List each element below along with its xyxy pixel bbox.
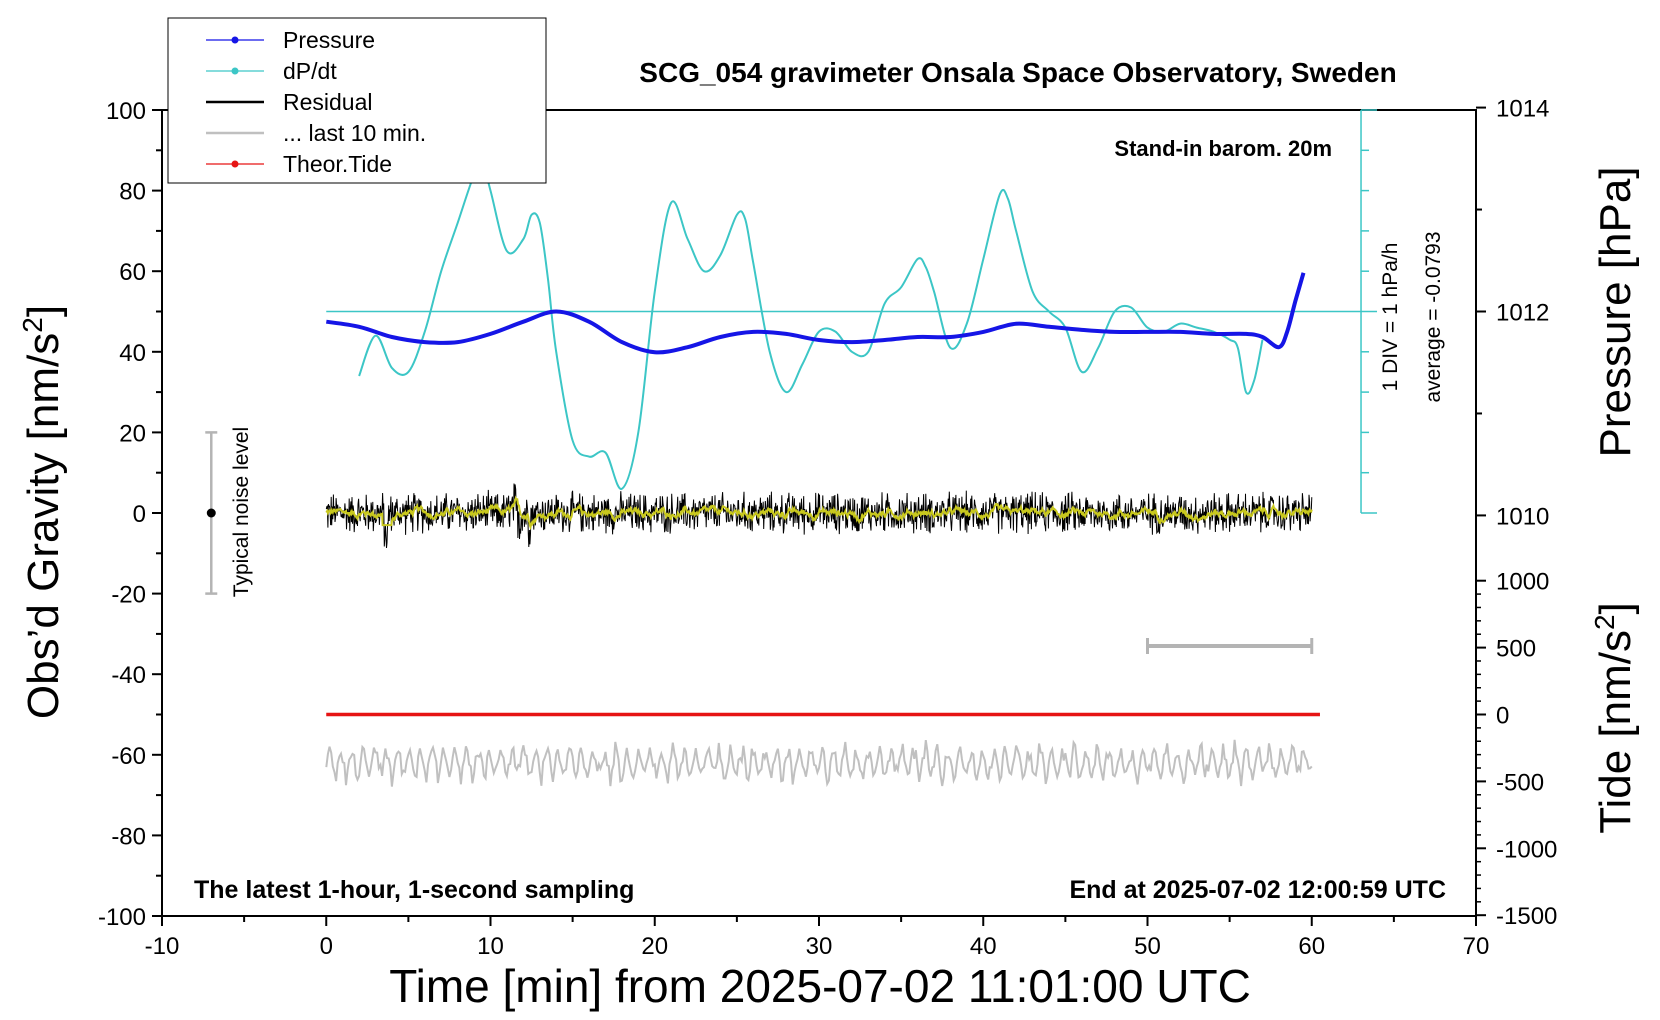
tide-tick-label: -1500: [1496, 903, 1557, 930]
x-tick-label: 20: [641, 933, 668, 960]
x-tick-label: 10: [477, 933, 504, 960]
x-axis-ticks: -10 0 10 20 30 40 50 60 70: [145, 916, 1490, 960]
residual-smoothed-line: [325, 495, 1313, 531]
dpdt-series: [358, 160, 1264, 490]
y-tick-label: 40: [119, 340, 146, 367]
y-axis-label-left-end: ]: [19, 305, 68, 317]
sampling-note: The latest 1-hour, 1-second sampling: [194, 876, 634, 904]
pressure-series: [326, 272, 1306, 355]
y-tick-label: 80: [119, 179, 146, 206]
residual-series: [325, 483, 1313, 549]
div-scale-label: 1 DIV = 1 hPa/h: [1379, 243, 1402, 392]
dpdt-line: [358, 160, 1264, 490]
x-tick-label: 0: [320, 933, 333, 960]
legend-pressure-dot: [231, 36, 239, 44]
y-axis-label-left-sup: 2: [17, 317, 48, 333]
y-tick-label: 60: [119, 259, 146, 286]
y-tick-label: -60: [111, 743, 146, 770]
tide-axis-label: Tide [nm/s2]: [1589, 602, 1640, 834]
last10-line: [325, 739, 1313, 788]
pressure-tick-label: 1014: [1496, 96, 1549, 123]
legend-dpdt-dot: [231, 67, 239, 75]
y-tick-label: -100: [98, 904, 146, 931]
legend-pressure-label: Pressure: [283, 27, 375, 53]
pressure-tick-label: 1012: [1496, 300, 1549, 327]
average-label: average = -0.0793: [1422, 231, 1445, 402]
legend-tide-label: Theor.Tide: [283, 151, 392, 177]
y-tick-label: -20: [111, 582, 146, 609]
tide-axis-label-main: Tide [nm/s: [1591, 630, 1640, 834]
x-tick-label: 50: [1134, 933, 1161, 960]
tide-tick-label: 500: [1496, 636, 1536, 663]
legend-residual-label: Residual: [283, 89, 373, 115]
pressure-line: [326, 272, 1306, 355]
pressure-tick-label: 1010: [1496, 503, 1549, 530]
tide-tick-label: -1000: [1496, 836, 1557, 863]
end-time-note: End at 2025-07-02 12:00:59 UTC: [1069, 876, 1446, 904]
y-tick-label: -80: [111, 823, 146, 850]
stand-in-barometer-note: Stand-in barom. 20m: [1114, 136, 1332, 161]
tide-tick-label: 1000: [1496, 569, 1549, 596]
y-tick-label: 20: [119, 420, 146, 447]
tide-axis-label-sup: 2: [1589, 614, 1620, 630]
legend-tide-dot: [231, 160, 239, 168]
pressure-axis-label: Pressure [hPa]: [1591, 166, 1640, 457]
last-10-min-series: [325, 739, 1313, 788]
x-tick-label: -10: [145, 933, 180, 960]
y-axis-label-left-main: Obs’d Gravity [nm/s: [19, 333, 68, 719]
legend-box: [167, 17, 547, 184]
x-tick-label: 70: [1463, 933, 1490, 960]
tide-axis-label-end: ]: [1591, 602, 1640, 614]
dpdt-scale-bar: [326, 109, 1378, 514]
x-tick-label: 60: [1298, 933, 1325, 960]
x-tick-label: 40: [970, 933, 997, 960]
tide-tick-label: 0: [1496, 703, 1509, 730]
noise-level-label: Typical noise level: [230, 427, 253, 597]
x-axis-label: Time [min] from 2025-07-02 11:01:00 UTC: [389, 960, 1251, 1012]
y-tick-label: -40: [111, 662, 146, 689]
chart-title: SCG_054 gravimeter Onsala Space Observat…: [639, 57, 1396, 88]
y-tick-label: 100: [106, 98, 146, 125]
marker-layer: [205, 431, 1314, 654]
legend: Pressure dP/dt Residual ... last 10 min.…: [167, 17, 547, 184]
legend-last10-label: ... last 10 min.: [283, 120, 426, 146]
y-axis-label-left: Obs’d Gravity [nm/s2]: [17, 305, 68, 719]
noise-bar-center-dot: [206, 508, 216, 518]
x-tick-label: 30: [806, 933, 833, 960]
tide-axis-ticks: 1000 500 0 -500 -1000 -1500: [1476, 569, 1557, 930]
y-tick-label: 0: [133, 501, 146, 528]
y-axis-ticks: 100 80 60 40 20 0 -20 -40 -60 -80 -100: [98, 98, 162, 931]
pressure-axis-ticks: 1014 1012 1010: [1476, 96, 1549, 530]
legend-dpdt-label: dP/dt: [283, 58, 337, 84]
tide-tick-label: -500: [1496, 769, 1544, 796]
